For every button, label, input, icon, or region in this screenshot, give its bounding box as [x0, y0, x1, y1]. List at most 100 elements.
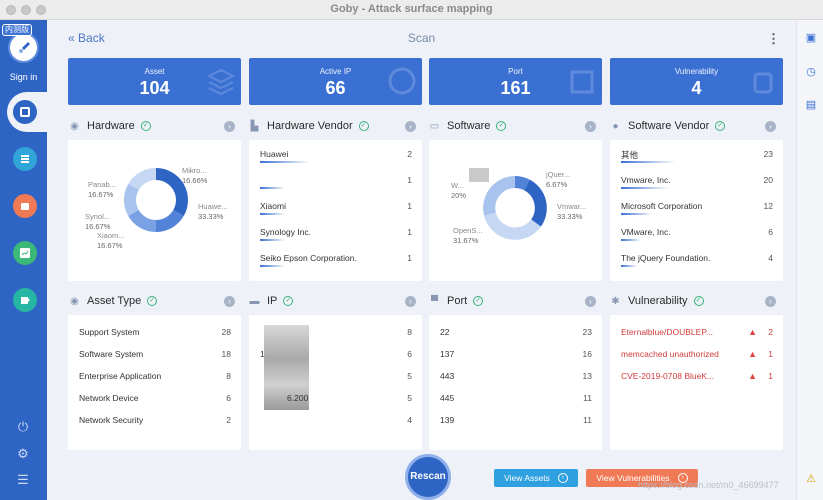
item-bar [260, 161, 310, 163]
stat-asset[interactable]: Asset 104 [68, 58, 241, 105]
list-item[interactable]: Microsoft Corporation 12 [621, 201, 773, 217]
view-vulnerabilities-button[interactable]: View Vulnerabilities › [586, 469, 698, 487]
legend-vmware: Vmwar... 33.33% [557, 202, 586, 222]
slice-huawei[interactable] [155, 168, 188, 216]
gear-icon[interactable]: ⚙ [17, 446, 29, 461]
item-count: 11 [583, 415, 592, 425]
item-count: 5 [407, 393, 412, 403]
list-item[interactable]: 139 11 [440, 415, 592, 431]
chevron-right-icon[interactable]: › [585, 121, 596, 132]
item-count: 6 [407, 349, 412, 359]
power-icon[interactable]: ⏻ [17, 419, 29, 434]
item-count: 2 [226, 415, 231, 425]
list-item[interactable]: 4 [260, 415, 412, 431]
menu-icon[interactable]: ☰ [17, 472, 29, 487]
item-count: 23 [763, 149, 773, 159]
chevron-right-icon[interactable]: › [405, 296, 416, 307]
item-name: Network Security [79, 415, 144, 425]
legend-name: Huawe... [198, 202, 228, 211]
list-item[interactable]: 445 11 [440, 393, 592, 409]
item-count: 20 [763, 175, 773, 185]
nav-assets[interactable] [13, 147, 37, 171]
list-item[interactable]: 其他 23 [621, 149, 773, 165]
document-icon[interactable]: ▤ [805, 99, 817, 111]
back-button[interactable]: « Back [68, 31, 105, 45]
section-hardware: ◉ Hardware ✓ [69, 119, 151, 133]
list-item[interactable]: Support System 28 [79, 327, 231, 343]
list-item[interactable]: CVE-2019-0708 BlueK... ▲ 1 [621, 371, 773, 387]
scan-icon [20, 107, 30, 117]
more-options-icon[interactable]: ⋮ [767, 31, 780, 46]
nav-scan[interactable] [13, 100, 37, 124]
user-icon: ● [612, 120, 619, 132]
list-item[interactable]: 443 13 [440, 371, 592, 387]
warning-icon: ▲ [748, 349, 757, 359]
slice-jquery[interactable] [514, 176, 530, 191]
list-item[interactable]: 8 [260, 327, 412, 343]
list-item[interactable]: Huawei 2 [260, 149, 412, 165]
stat-port[interactable]: Port 161 [429, 58, 602, 105]
slice-w[interactable] [483, 176, 516, 216]
slice-panasonic[interactable] [124, 184, 139, 216]
slice-vmware[interactable] [523, 179, 547, 227]
avatar[interactable] [8, 32, 39, 63]
list-item[interactable]: 137 16 [440, 349, 592, 365]
chevron-right-icon[interactable]: › [765, 121, 776, 132]
list-item[interactable]: Network Device 6 [79, 393, 231, 409]
check-icon: ✓ [283, 296, 294, 306]
list-item[interactable]: The jQuery Foundation. 4 [621, 253, 773, 269]
slice-opens[interactable] [484, 212, 541, 240]
chevron-right-icon[interactable]: › [765, 296, 776, 307]
port-panel: 22 23 137 16 443 13 445 11 139 11 [429, 315, 602, 450]
nav-extensions[interactable] [13, 288, 37, 312]
chevron-right-icon[interactable]: › [405, 121, 416, 132]
section-title: Hardware [87, 120, 135, 132]
slice-synology[interactable] [128, 209, 157, 232]
view-assets-button[interactable]: View Assets › [494, 469, 578, 487]
list-item[interactable]: Seiko Epson Corporation. 1 [260, 253, 412, 269]
list-item[interactable]: 6.200 5 [260, 393, 412, 409]
item-count: 28 [221, 327, 231, 337]
stat-vulnerability[interactable]: Vulnerability 4 [610, 58, 783, 105]
item-name: Enterprise Application [79, 371, 162, 381]
sign-in-link[interactable]: Sign in [9, 72, 38, 82]
item-bar [621, 265, 637, 267]
slice-mikrotik[interactable] [128, 168, 157, 191]
book-icon[interactable]: ▣ [805, 32, 817, 44]
list-item[interactable]: Software System 18 [79, 349, 231, 365]
sidebar: 内测版 Sign in ⏻ ⚙ ☰ [0, 20, 47, 500]
list-item[interactable]: VMware, Inc. 6 [621, 227, 773, 243]
list-item[interactable]: Xiaomi 1 [260, 201, 412, 217]
chevron-right-icon[interactable]: › [224, 121, 235, 132]
zoom-window-button[interactable] [36, 5, 46, 15]
stat-label: Vulnerability [674, 67, 719, 76]
close-window-button[interactable] [6, 5, 16, 15]
chevron-right-icon[interactable]: › [224, 296, 235, 307]
section-title: Software Vendor [628, 120, 710, 132]
clock-icon[interactable]: ◷ [806, 66, 816, 78]
list-item[interactable]: Enterprise Application 8 [79, 371, 231, 387]
stat-active-ip[interactable]: Active IP 66 [249, 58, 422, 105]
nav-reports[interactable] [13, 241, 37, 265]
list-item[interactable]: 22 23 [440, 327, 592, 343]
list-item[interactable]: 5 [260, 371, 412, 387]
item-name: 139 [440, 415, 455, 425]
check-icon: ✓ [358, 121, 369, 131]
list-item[interactable]: Network Security 2 [79, 415, 231, 431]
slice-xiaomi[interactable] [155, 209, 184, 232]
chevron-right-icon[interactable]: › [585, 296, 596, 307]
list-item[interactable]: 1 [260, 175, 412, 191]
list-item[interactable]: Vmware, Inc. 20 [621, 175, 773, 191]
minimize-window-button[interactable] [21, 5, 31, 15]
legend-pct: 33.33% [198, 212, 224, 221]
item-count: 1 [768, 371, 773, 381]
list-item[interactable]: Synology Inc. 1 [260, 227, 412, 243]
warning-icon[interactable]: ⚠ [806, 473, 816, 485]
nav-vulnerabilities[interactable] [13, 194, 37, 218]
list-item[interactable]: memcached unauthorized ▲ 1 [621, 349, 773, 365]
item-name: 22 [440, 327, 450, 337]
item-name: Eternalblue/DOUBLEP... [621, 327, 713, 337]
rescan-button[interactable]: Rescan [405, 454, 451, 500]
list-item[interactable]: Eternalblue/DOUBLEP... ▲ 2 [621, 327, 773, 343]
